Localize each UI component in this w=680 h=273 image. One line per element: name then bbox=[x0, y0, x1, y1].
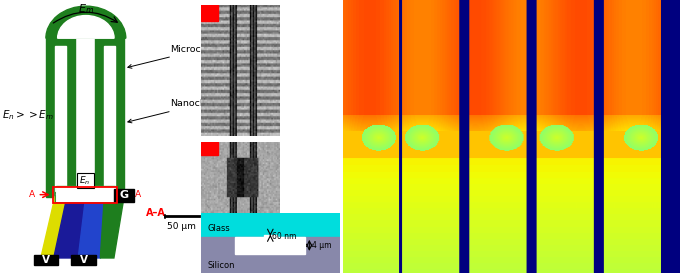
Bar bbox=[71, 255, 96, 265]
Text: b: b bbox=[205, 143, 213, 153]
Text: Glass: Glass bbox=[207, 224, 231, 233]
Bar bbox=[56, 197, 114, 198]
Bar bbox=[56, 192, 114, 193]
Bar bbox=[201, 5, 218, 21]
Bar bbox=[56, 193, 114, 194]
Bar bbox=[56, 191, 114, 192]
Text: $E_n$: $E_n$ bbox=[80, 174, 90, 187]
Text: $E_m$: $E_m$ bbox=[78, 3, 94, 16]
Bar bbox=[34, 255, 58, 265]
Bar bbox=[56, 189, 114, 190]
Text: G: G bbox=[119, 191, 129, 200]
Bar bbox=[56, 199, 114, 200]
Text: 50 μm: 50 μm bbox=[167, 222, 196, 231]
Text: $E_n >> E_m$: $E_n >> E_m$ bbox=[1, 108, 54, 121]
Text: A: A bbox=[29, 190, 35, 199]
Bar bbox=[56, 196, 114, 197]
Bar bbox=[56, 200, 114, 201]
Text: 4 μm: 4 μm bbox=[312, 241, 332, 250]
Text: Nanochannel: Nanochannel bbox=[128, 99, 233, 123]
Text: 60 nm: 60 nm bbox=[273, 232, 296, 241]
Bar bbox=[55, 192, 116, 202]
Bar bbox=[56, 198, 114, 199]
Bar bbox=[56, 187, 114, 188]
Bar bbox=[76, 173, 94, 188]
Wedge shape bbox=[58, 16, 114, 38]
Bar bbox=[46, 38, 75, 197]
Polygon shape bbox=[54, 197, 86, 258]
Bar bbox=[201, 213, 340, 237]
Polygon shape bbox=[101, 197, 124, 258]
Text: a: a bbox=[206, 8, 212, 18]
Bar bbox=[56, 190, 114, 191]
Bar bbox=[53, 187, 118, 203]
Bar bbox=[235, 237, 305, 254]
Bar bbox=[56, 186, 114, 187]
Bar bbox=[201, 142, 218, 155]
Bar bbox=[114, 189, 133, 202]
Polygon shape bbox=[78, 197, 105, 258]
Bar bbox=[56, 188, 114, 189]
Bar bbox=[95, 38, 124, 197]
Wedge shape bbox=[46, 6, 126, 38]
Text: Silicon: Silicon bbox=[207, 261, 235, 270]
Bar bbox=[56, 194, 114, 195]
Text: V: V bbox=[42, 255, 50, 265]
Bar bbox=[201, 237, 340, 273]
Polygon shape bbox=[41, 197, 67, 258]
Bar bbox=[56, 195, 114, 196]
Text: V: V bbox=[80, 255, 88, 265]
Text: Microchannel: Microchannel bbox=[128, 45, 233, 68]
Bar bbox=[105, 46, 115, 197]
Bar bbox=[55, 46, 66, 197]
Text: A: A bbox=[135, 190, 141, 199]
Text: A–A: A–A bbox=[146, 208, 166, 218]
Bar bbox=[264, 235, 277, 239]
